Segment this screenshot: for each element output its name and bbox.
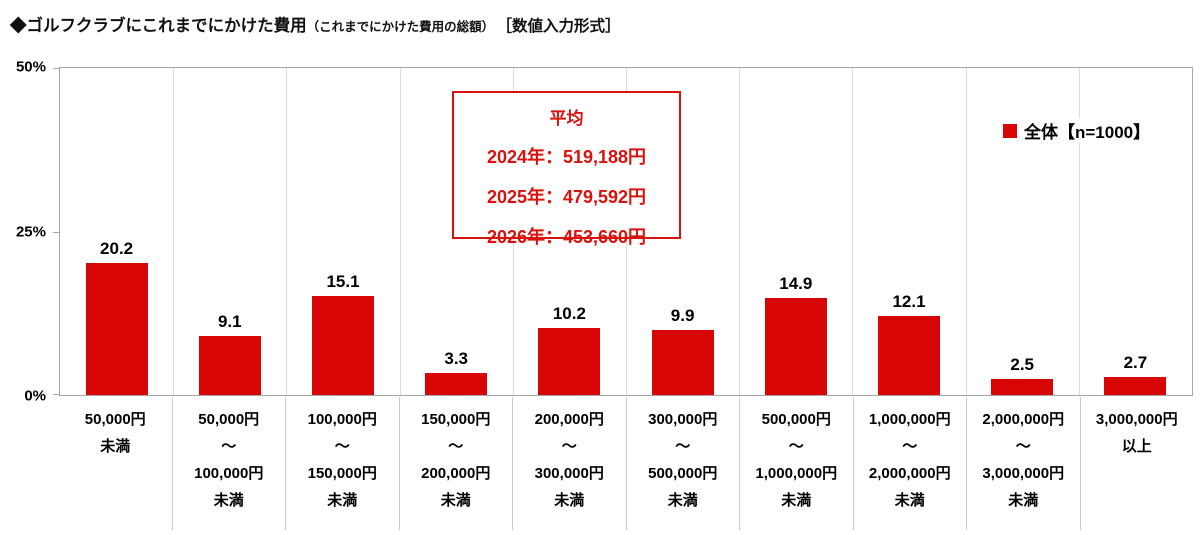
page-title: ◆ゴルフクラブにこれまでにかけた費用（これまでにかけた費用の総額） ［数値入力形式… [10, 12, 620, 36]
bar-value-label: 2.7 [1123, 353, 1148, 373]
x-axis-category-label: 100,000円 ～ 150,000円 未満 [285, 397, 399, 530]
category-separator-line [739, 68, 741, 395]
category-separator-line [965, 68, 967, 395]
bar-10 [1104, 377, 1167, 395]
x-axis-category-label: 3,000,000円 以上 [1079, 397, 1194, 530]
bar-value-label: 10.2 [552, 304, 586, 324]
y-axis-tick-label: 50% [15, 58, 46, 76]
category-separator-line [399, 68, 401, 395]
x-axis-category-label: 1,000,000円 ～ 2,000,000円 未満 [852, 397, 967, 530]
bar-4 [425, 373, 488, 395]
annotation-lines: 2024年：519,188円 2025年：479,592円 2026年：453,66… [454, 143, 679, 249]
title-main: ◆ゴルフクラブにこれまでにかけた費用 [10, 17, 307, 35]
bar-value-label: 20.2 [100, 238, 134, 258]
bar-9 [991, 378, 1054, 395]
bar-8 [878, 315, 940, 395]
bar-value-label: 9.1 [217, 311, 242, 331]
y-axis-tick-label: 25% [15, 223, 46, 240]
bar-1 [85, 262, 148, 395]
bar-value-label: 3.3 [444, 349, 469, 369]
y-axis-tick-label: 0% [24, 387, 46, 405]
category-separator-line [1078, 68, 1080, 395]
annotation-average-line: 2026年：453,660円 [486, 227, 647, 247]
x-axis-category-label: 500,000円 ～ 1,000,000円 未満 [739, 397, 853, 530]
bar-2 [198, 335, 261, 395]
bar-value-label: 15.1 [326, 272, 360, 292]
average-annotation-box: 平均 2024年：519,188円 2025年：479,592円 2026年：453… [452, 91, 681, 247]
category-separator-line [286, 68, 288, 395]
y-axis-tick-mark [53, 231, 60, 233]
x-axis-category-label: 50,000円 未満 [84, 411, 146, 455]
bar-value-label: 9.9 [670, 306, 695, 326]
bar-6 [651, 330, 714, 395]
bar-5 [538, 328, 601, 395]
bar-value-label: 2.5 [1010, 354, 1035, 374]
x-axis-category-label: 300,000円 ～ 500,000円 未満 [625, 397, 740, 530]
legend: 全体【n=1000】 [1000, 118, 1154, 143]
x-axis-category-label: 2,000,000円 ～ 3,000,000円 未満 [966, 397, 1080, 530]
x-axis-category-label: 50,000円 ～ 100,000円 未満 [171, 397, 286, 530]
title-subtitle: （これまでにかけた費用の総額） [306, 20, 495, 34]
bar-value-label: 12.1 [892, 291, 926, 311]
category-separator-line [852, 68, 854, 395]
legend-series-label: 全体【n=1000】 [1024, 123, 1151, 142]
category-separator-line [173, 68, 175, 395]
y-axis-tick-mark [53, 394, 60, 395]
y-axis-tick-mark [53, 68, 60, 69]
x-axis-category-labels: 50,000円 未満 50,000円 ～ 100,000円 未満 100,000円 … [59, 397, 1193, 530]
annotation-average-line: 2025年：479,592円 [486, 187, 647, 207]
legend-swatch-icon [1003, 123, 1017, 138]
bar-3 [312, 296, 374, 395]
annotation-average-line: 2024年：519,188円 [486, 147, 647, 167]
y-axis-tick-labels: 50% 25% 0% [0, 59, 52, 405]
x-axis-category-label: 150,000円 ～ 200,000円 未満 [398, 397, 513, 530]
bar-7 [764, 297, 827, 395]
title-format-tag: ［数値入力形式］ [504, 18, 621, 35]
annotation-title: 平均 [549, 109, 584, 128]
bar-value-label: 14.9 [779, 273, 813, 293]
x-axis-category-label: 200,000円 ～ 300,000円 未満 [512, 397, 626, 530]
